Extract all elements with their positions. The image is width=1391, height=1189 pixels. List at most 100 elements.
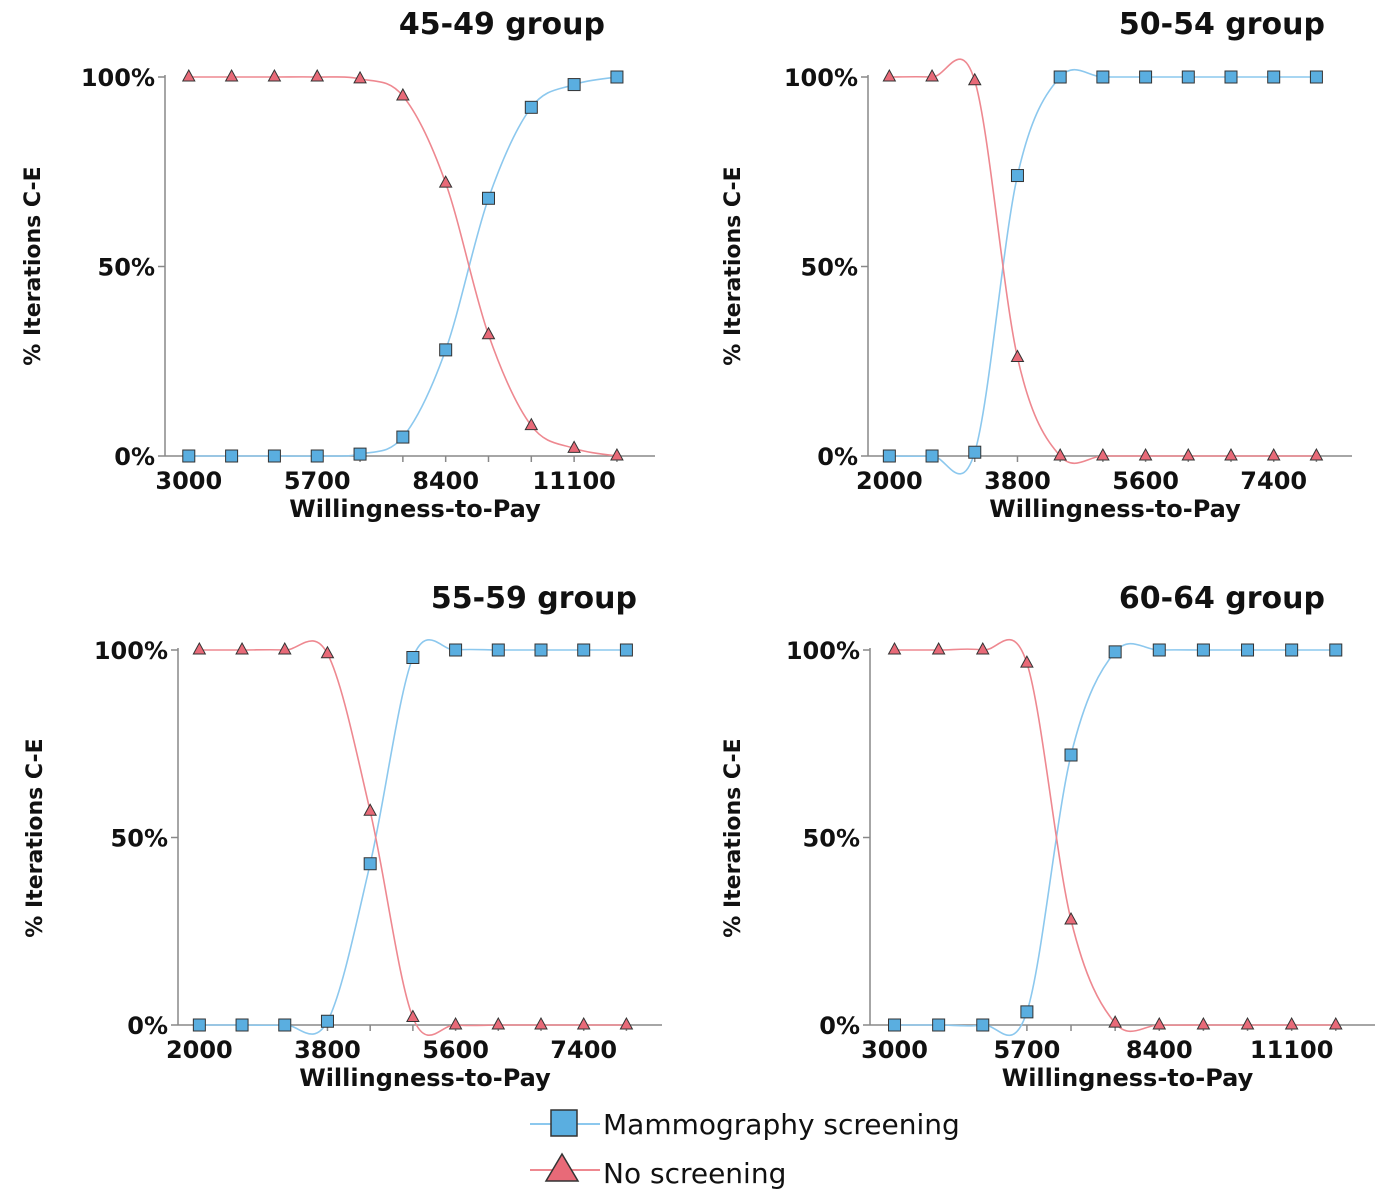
x-tick-label: 5600	[1112, 467, 1179, 495]
x-axis-label: Willingness-to-Pay	[989, 495, 1241, 523]
data-point-mammography	[1108, 645, 1122, 659]
data-point-no-screening	[1064, 911, 1078, 925]
data-point-mammography	[1309, 70, 1323, 84]
chart-panel-3: 55-59 group 0% 50% 100% 2000 3800 5600 7400Will…	[23, 581, 662, 1092]
series-line-mammography	[188, 76, 618, 457]
data-point-no-screening	[882, 68, 897, 82]
data-point-no-screening	[363, 803, 378, 816]
series-line-no-screening	[889, 58, 1317, 465]
x-tick-label: 7400	[1240, 467, 1307, 495]
y-tick-label: 100%	[784, 64, 858, 92]
series-line-no-screening	[188, 76, 618, 457]
data-point-no-screening	[887, 641, 902, 655]
x-tick-label: 5700	[993, 1036, 1060, 1064]
legend-mammography-square-icon	[550, 1109, 578, 1137]
data-point-no-screening	[1010, 349, 1025, 362]
data-point-mammography	[882, 449, 896, 463]
data-point-mammography	[481, 191, 495, 205]
x-tick-label: 11100	[1250, 1036, 1334, 1064]
data-point-no-screening	[1181, 447, 1196, 461]
data-point-mammography	[1053, 70, 1067, 84]
data-point-no-screening	[619, 1016, 634, 1030]
x-tick-label: 5600	[422, 1036, 489, 1064]
y-tick-label: 100%	[81, 64, 155, 92]
data-point-no-screening	[353, 70, 367, 84]
data-point-mammography	[406, 651, 420, 664]
data-point-no-screening	[1096, 447, 1110, 461]
x-tick-label: 5700	[284, 467, 351, 495]
data-point-mammography	[1329, 643, 1343, 657]
y-tick-label: 100%	[786, 637, 860, 665]
legend-no-screening-triangle-icon	[544, 1152, 580, 1182]
data-point-no-screening	[1152, 1016, 1167, 1030]
data-point-no-screening	[1284, 1016, 1299, 1030]
x-tick-label: 8400	[412, 467, 479, 495]
data-point-no-screening	[320, 645, 335, 659]
data-point-no-screening	[1309, 447, 1324, 461]
data-point-mammography	[968, 445, 982, 459]
data-point-no-screening	[192, 641, 207, 655]
data-point-no-screening	[567, 440, 581, 453]
data-point-no-screening	[975, 641, 990, 655]
data-point-no-screening	[448, 1016, 463, 1030]
data-point-mammography	[235, 1018, 249, 1032]
data-point-mammography	[567, 78, 581, 92]
data-point-mammography	[310, 449, 324, 463]
chart-panel-4: 60-64 group 0% 50% 100% 3000 5700 8400 11100Wil…	[721, 581, 1375, 1092]
data-point-mammography	[278, 1018, 292, 1032]
data-point-mammography	[1152, 643, 1166, 657]
data-point-mammography	[577, 643, 591, 657]
data-point-mammography	[524, 100, 538, 114]
data-point-mammography	[449, 643, 463, 657]
series-line-mammography	[199, 639, 627, 1035]
data-point-no-screening	[1053, 447, 1068, 461]
data-point-no-screening	[1224, 447, 1238, 461]
data-point-no-screening	[1240, 1016, 1255, 1030]
data-point-no-screening	[491, 1016, 506, 1030]
data-point-mammography	[1064, 748, 1078, 762]
data-point-no-screening	[967, 72, 982, 86]
data-point-no-screening	[277, 641, 292, 655]
x-tick-label: 3800	[294, 1036, 361, 1064]
y-tick-label: 50%	[111, 825, 168, 853]
x-tick-label: 3000	[861, 1036, 928, 1064]
y-tick-label: 0%	[114, 443, 155, 471]
series-line-mammography	[894, 642, 1336, 1037]
data-point-no-screening	[438, 175, 453, 188]
data-point-no-screening	[524, 417, 539, 431]
legend-mammography-label: Mammography screening	[603, 1108, 960, 1141]
data-point-no-screening	[310, 68, 325, 82]
data-point-no-screening	[396, 87, 410, 101]
data-point-mammography	[610, 70, 624, 84]
series-line-mammography	[889, 68, 1317, 475]
data-point-no-screening	[576, 1016, 591, 1030]
data-point-no-screening	[224, 68, 239, 82]
data-point-mammography	[925, 449, 939, 463]
data-point-mammography	[396, 430, 410, 444]
data-point-no-screening	[1020, 655, 1034, 668]
series-line-no-screening	[894, 638, 1336, 1033]
data-point-mammography	[1196, 643, 1210, 657]
data-point-mammography	[1010, 169, 1024, 183]
data-point-mammography	[1139, 70, 1153, 84]
y-axis-label: % Iterations C-E	[23, 738, 48, 937]
data-point-no-screening	[267, 68, 282, 82]
y-tick-label: 50%	[801, 254, 858, 282]
data-point-no-screening	[1328, 1016, 1343, 1030]
data-point-no-screening	[481, 326, 496, 340]
legend-item-no-screening: No screening	[530, 1152, 786, 1189]
data-point-mammography	[1241, 643, 1255, 657]
data-point-no-screening	[610, 447, 624, 461]
chart-title: 45-49 group	[399, 7, 605, 42]
chart-title: 50-54 group	[1119, 7, 1325, 42]
data-point-mammography	[439, 343, 453, 357]
x-tick-label: 7400	[550, 1036, 617, 1064]
y-tick-label: 0%	[817, 443, 858, 471]
data-point-mammography	[491, 643, 505, 657]
data-point-no-screening	[1196, 1016, 1211, 1030]
data-point-mammography	[976, 1018, 990, 1032]
data-point-mammography	[534, 643, 548, 657]
x-tick-label: 3800	[984, 467, 1051, 495]
x-tick-label: 2000	[856, 467, 923, 495]
